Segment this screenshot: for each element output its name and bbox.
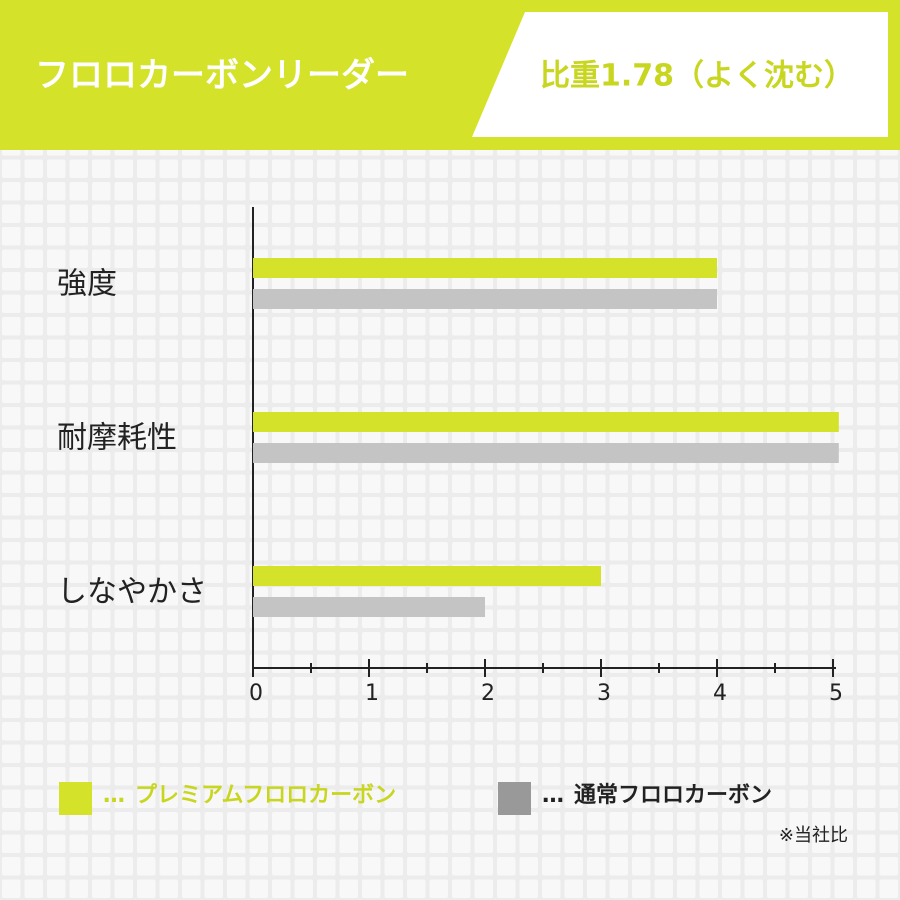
x-tick-label: 3 (597, 681, 611, 706)
category-label: 耐摩耗性 (57, 421, 177, 456)
category-label: 強度 (57, 267, 117, 302)
category-label: しなやかさ (57, 575, 207, 610)
bar (253, 258, 717, 278)
footnote: ※当社比 (779, 825, 848, 846)
x-tick-label: 2 (481, 681, 495, 706)
bar (253, 597, 485, 617)
legend-marker: … (542, 783, 564, 808)
x-tick-label: 1 (365, 681, 379, 706)
legend-swatch (498, 782, 531, 815)
x-tick-label: 5 (829, 681, 843, 706)
bar (253, 412, 839, 432)
legend-label: プレミアムフロロカーボン (135, 783, 396, 808)
legend-marker: … (103, 783, 125, 808)
legend-swatch (59, 782, 92, 815)
bar (253, 443, 839, 463)
chart-title: フロロカーボンリーダー (35, 56, 409, 96)
x-tick-label: 4 (713, 681, 727, 706)
legend-label: 通常フロロカーボン (574, 782, 772, 808)
bar (253, 566, 601, 586)
chart-subtitle: 比重1.78（よく沈む） (540, 59, 854, 94)
bar (253, 289, 717, 309)
x-tick-label: 0 (249, 681, 263, 706)
subtitle-panel (472, 12, 888, 137)
